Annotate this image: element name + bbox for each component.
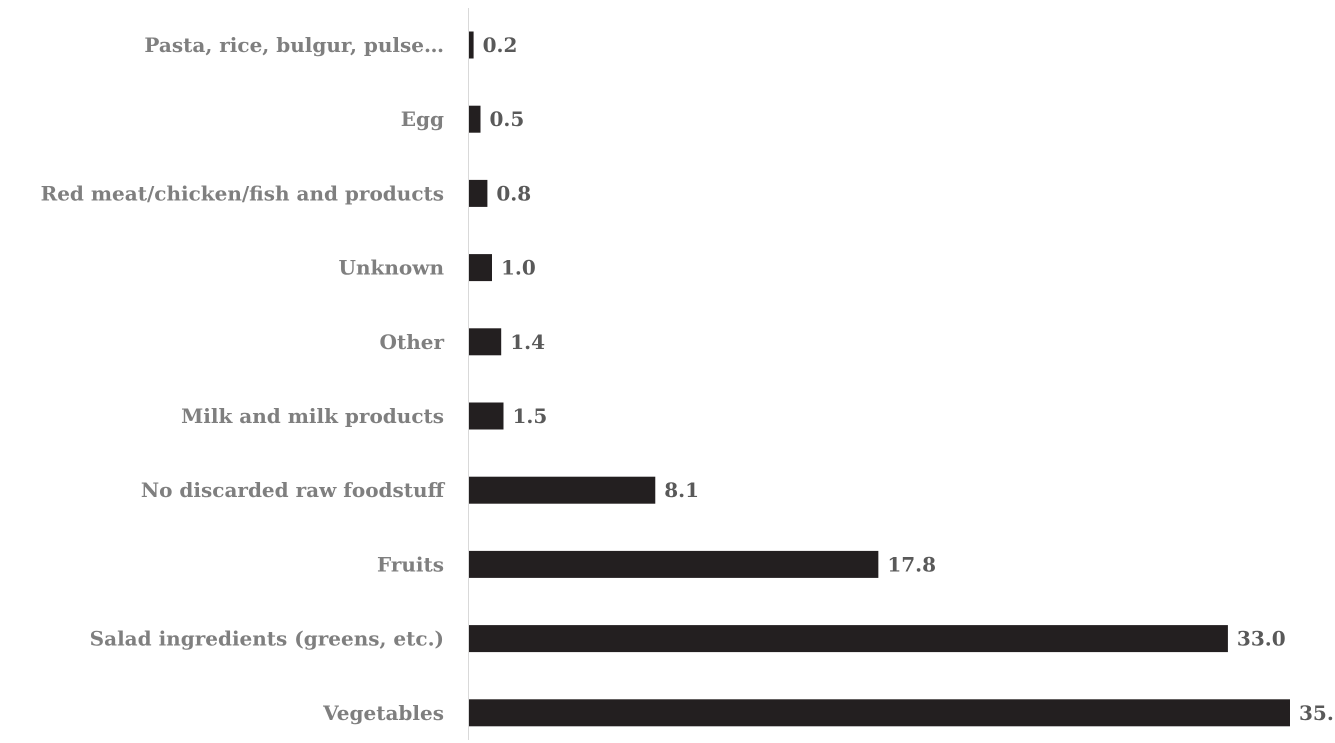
value-label-1: 0.5 xyxy=(489,107,524,131)
category-label-6: No discarded raw foodstuff xyxy=(141,478,446,502)
bar-3 xyxy=(469,254,492,282)
category-label-2: Red meat/chicken/fish and products xyxy=(41,181,444,205)
value-label-5: 1.5 xyxy=(512,404,547,428)
bar-9 xyxy=(469,699,1290,727)
value-label-8: 33.0 xyxy=(1237,627,1286,651)
category-label-0: Pasta, rice, bulgur, pulse… xyxy=(144,33,444,57)
category-label-1: Egg xyxy=(401,107,444,131)
category-label-8: Salad ingredients (greens, etc.) xyxy=(90,627,444,651)
category-label-7: Fruits xyxy=(377,552,444,576)
value-label-0: 0.2 xyxy=(483,33,518,57)
bar-1 xyxy=(469,105,481,133)
category-labels-group: Pasta, rice, bulgur, pulse… Egg Red meat/c… xyxy=(41,33,446,725)
value-label-3: 1.0 xyxy=(501,256,536,280)
value-label-9: 35.7 xyxy=(1299,701,1335,725)
category-label-4: Other xyxy=(380,330,445,354)
bars-group xyxy=(469,31,1290,727)
category-label-9: Vegetables xyxy=(322,701,444,725)
value-labels-group: 0.2 0.5 0.8 1.0 1.4 1.5 8.1 17.8 33.0 35.7 xyxy=(483,33,1335,725)
bar-2 xyxy=(469,179,488,207)
bar-6 xyxy=(469,476,656,504)
category-label-3: Unknown xyxy=(339,256,445,280)
bar-0 xyxy=(469,31,474,59)
category-label-5: Milk and milk products xyxy=(181,404,444,428)
value-label-7: 17.8 xyxy=(887,552,936,576)
value-label-2: 0.8 xyxy=(496,181,531,205)
bar-4 xyxy=(469,328,502,356)
bar-7 xyxy=(469,550,879,578)
bar-5 xyxy=(469,402,504,430)
value-label-6: 8.1 xyxy=(664,478,699,502)
value-label-4: 1.4 xyxy=(510,330,545,354)
bar-8 xyxy=(469,625,1228,653)
